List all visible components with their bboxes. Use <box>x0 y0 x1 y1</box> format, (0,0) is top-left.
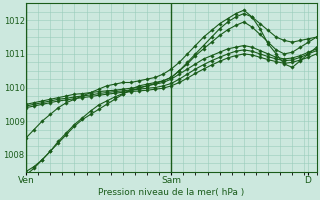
X-axis label: Pression niveau de la mer( hPa ): Pression niveau de la mer( hPa ) <box>98 188 244 197</box>
